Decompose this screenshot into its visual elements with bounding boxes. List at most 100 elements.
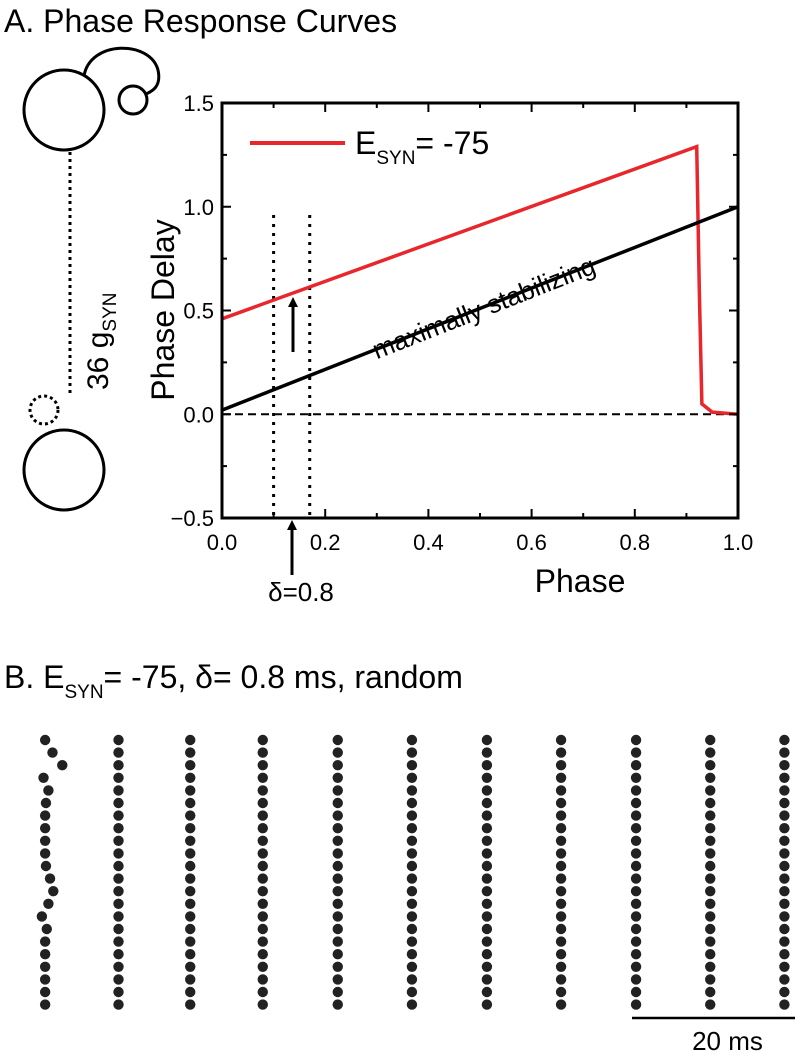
spike bbox=[555, 848, 567, 859]
spike bbox=[630, 974, 642, 985]
spike bbox=[257, 898, 268, 909]
spike bbox=[630, 961, 642, 972]
spike bbox=[779, 886, 790, 897]
spike bbox=[39, 810, 51, 821]
spike bbox=[779, 860, 790, 872]
spike bbox=[185, 873, 196, 884]
spike bbox=[630, 734, 642, 746]
spike bbox=[113, 848, 124, 859]
spike bbox=[406, 747, 418, 758]
legend-part: = -75 bbox=[415, 125, 489, 161]
spike bbox=[113, 734, 124, 746]
spike bbox=[257, 747, 268, 758]
spike bbox=[332, 911, 343, 922]
spike bbox=[57, 760, 68, 771]
spike bbox=[779, 810, 790, 821]
spike bbox=[555, 911, 567, 922]
spike bbox=[406, 785, 418, 796]
spike bbox=[779, 911, 790, 922]
spike bbox=[705, 961, 716, 972]
spike bbox=[39, 999, 51, 1010]
spike bbox=[185, 999, 196, 1010]
spike bbox=[406, 835, 418, 846]
spike bbox=[257, 974, 268, 985]
spike bbox=[630, 785, 642, 796]
spike bbox=[113, 772, 124, 783]
spike bbox=[113, 760, 124, 771]
spike bbox=[257, 923, 268, 935]
spike bbox=[555, 772, 567, 783]
neuron-body bbox=[22, 428, 106, 512]
spike bbox=[630, 898, 642, 909]
spike bbox=[113, 886, 124, 897]
spike bbox=[113, 823, 124, 834]
spike bbox=[185, 923, 196, 935]
spike bbox=[406, 873, 418, 884]
spike bbox=[185, 886, 196, 897]
spike bbox=[779, 797, 790, 809]
spike bbox=[481, 747, 493, 758]
spike bbox=[185, 823, 196, 834]
x-axis-label: Phase bbox=[535, 563, 626, 599]
scale-bar-label: 20 ms bbox=[692, 1026, 763, 1056]
spike bbox=[113, 873, 124, 884]
spike bbox=[779, 923, 790, 935]
spike bbox=[705, 734, 716, 746]
spike bbox=[481, 986, 493, 998]
spike bbox=[332, 860, 343, 872]
spike bbox=[555, 860, 567, 872]
spike bbox=[113, 860, 124, 872]
spike bbox=[185, 936, 196, 947]
spike bbox=[630, 747, 642, 758]
spike bbox=[705, 760, 716, 771]
y-tick-label: 0.0 bbox=[183, 402, 214, 427]
spike bbox=[705, 835, 716, 846]
spike bbox=[113, 961, 124, 972]
synapse-dotted bbox=[28, 394, 60, 426]
spike bbox=[481, 999, 493, 1010]
spike bbox=[779, 936, 790, 947]
spike bbox=[47, 747, 58, 758]
spike bbox=[39, 961, 51, 972]
spike bbox=[406, 848, 418, 859]
spike bbox=[630, 810, 642, 821]
spike bbox=[185, 785, 196, 796]
spike bbox=[555, 949, 567, 960]
spike bbox=[779, 823, 790, 834]
spike bbox=[555, 760, 567, 771]
spike bbox=[630, 986, 642, 998]
spike bbox=[481, 898, 493, 909]
spike bbox=[113, 785, 124, 796]
spike bbox=[481, 797, 493, 809]
spike bbox=[185, 810, 196, 821]
spike bbox=[185, 949, 196, 960]
spike bbox=[332, 848, 343, 859]
spike bbox=[779, 986, 790, 998]
spike bbox=[332, 797, 343, 809]
spike bbox=[555, 886, 567, 897]
spike bbox=[185, 986, 196, 998]
y-tick-label: 1.5 bbox=[183, 91, 214, 116]
spike bbox=[705, 999, 716, 1010]
spike bbox=[39, 848, 51, 859]
spike bbox=[555, 898, 567, 909]
spike bbox=[630, 999, 642, 1010]
spike bbox=[39, 734, 51, 746]
spike bbox=[705, 936, 716, 947]
spike bbox=[185, 760, 196, 771]
spike bbox=[555, 873, 567, 884]
legend-sub: SYN bbox=[376, 148, 415, 169]
spike bbox=[630, 886, 642, 897]
spike bbox=[257, 873, 268, 884]
spike bbox=[332, 936, 343, 947]
spike bbox=[39, 936, 51, 947]
spike bbox=[332, 772, 343, 783]
spike bbox=[113, 835, 124, 846]
spike bbox=[705, 823, 716, 834]
spike bbox=[705, 986, 716, 998]
spike bbox=[257, 810, 268, 821]
spike bbox=[39, 986, 51, 998]
spike bbox=[705, 860, 716, 872]
spike bbox=[555, 810, 567, 821]
spike bbox=[43, 898, 54, 909]
